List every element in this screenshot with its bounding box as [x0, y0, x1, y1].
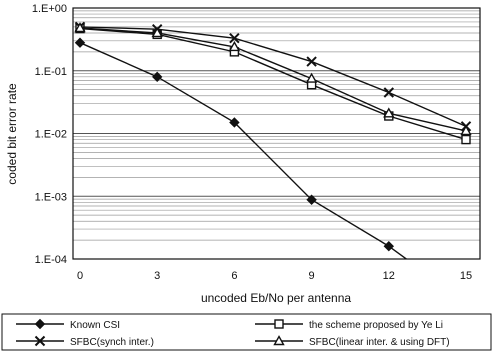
- y-axis-title: coded bit error rate: [5, 83, 19, 185]
- x-axis-title: uncoded Eb/No per antenna: [201, 291, 351, 305]
- x-marker-stroke: [34, 335, 46, 347]
- x-tick-label: 12: [383, 270, 395, 282]
- legend: Known CSI the scheme proposed by Ye Li SFB…: [16, 318, 450, 348]
- legend-label: the scheme proposed by Ye Li: [309, 320, 443, 331]
- data-point: [460, 124, 472, 136]
- x-tick-label: 3: [154, 270, 160, 282]
- x-marker-stroke: [306, 56, 317, 67]
- series-diamond: [74, 37, 408, 259]
- legend-label: SFBC(synch inter.): [70, 337, 154, 348]
- series-triangle: [74, 22, 472, 136]
- x-tick-label: 0: [77, 270, 83, 282]
- legend-box: [1, 313, 492, 351]
- x-marker-stroke: [229, 33, 240, 44]
- legend-label: Known CSI: [70, 320, 120, 331]
- plot-frame: [72, 7, 481, 260]
- data-point: [306, 194, 317, 205]
- y-tick-labels: 1.E+00 1.E-01 1.E-02 1.E-03 1.E-04: [32, 3, 67, 266]
- series-line: [79, 27, 467, 132]
- data-point: [151, 27, 163, 38]
- x-marker-stroke: [383, 87, 395, 98]
- legend-label: SFBC(linear inter. & using DFT): [309, 337, 450, 348]
- x-tick-label: 15: [460, 270, 472, 282]
- x-tick-labels: 0 3 6 9 12 15: [77, 270, 472, 282]
- legend-marker: [273, 335, 285, 346]
- data-point: [306, 56, 317, 67]
- x-tick-label: 6: [231, 270, 237, 282]
- legend-marker: [34, 335, 46, 347]
- data-point: [74, 22, 86, 33]
- series-line: [79, 42, 408, 259]
- legend-item: SFBC(synch inter.): [16, 335, 154, 348]
- data-point: [383, 240, 395, 252]
- series-line: [79, 26, 467, 127]
- series-layer: [74, 21, 472, 259]
- series-line: [79, 27, 467, 141]
- legend-item: Known CSI: [16, 318, 120, 331]
- data-point: [383, 87, 395, 98]
- data-point: [305, 72, 318, 83]
- legend-item: the scheme proposed by Ye Li: [255, 319, 443, 331]
- y-tick-label: 1.E-04: [35, 254, 67, 266]
- data-point: [229, 117, 240, 128]
- data-point: [383, 107, 395, 118]
- y-tick-label: 1.E-01: [35, 66, 67, 78]
- data-point: [151, 71, 163, 83]
- legend-item: SFBC(linear inter. & using DFT): [255, 335, 450, 348]
- data-point: [228, 40, 241, 52]
- legend-marker: [34, 318, 46, 330]
- y-tick-label: 1.E-03: [35, 191, 67, 203]
- legend-marker: [274, 319, 284, 329]
- data-point: [229, 33, 240, 44]
- data-point: [461, 134, 471, 145]
- grid-lines: [73, 10, 480, 260]
- x-tick-label: 9: [309, 270, 315, 282]
- y-tick-label: 1.E+00: [32, 3, 67, 15]
- data-point: [74, 37, 86, 48]
- y-tick-label: 1.E-02: [35, 129, 67, 141]
